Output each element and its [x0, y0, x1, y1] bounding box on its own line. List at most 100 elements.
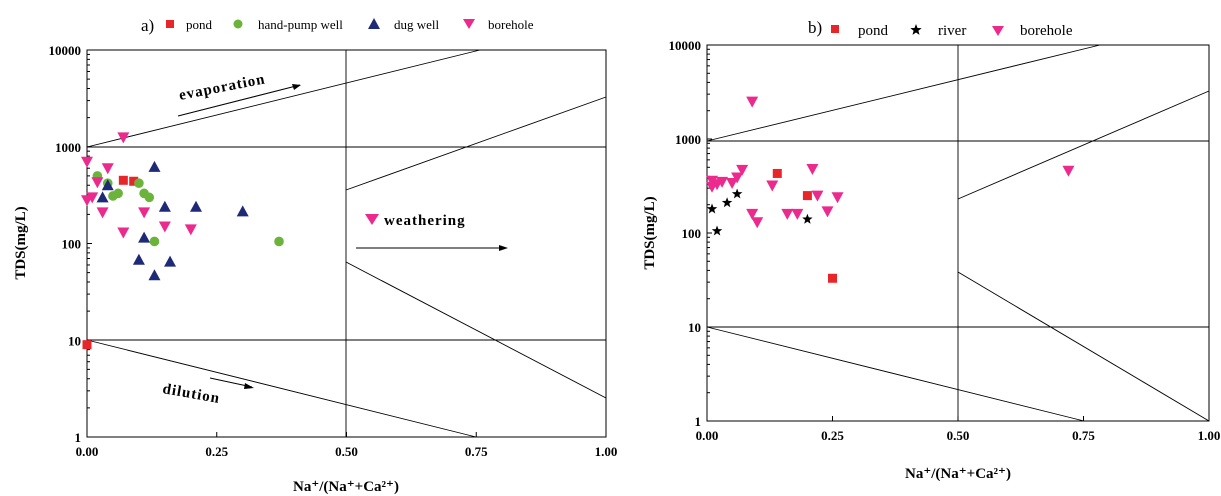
panel-b-borehole-point — [766, 180, 779, 192]
panel-a-x-tick-label: 1.00 — [595, 444, 618, 459]
panel-b-chart: 0.00 0.25 0.50 0.75 1.00 1 10 100 1000 10000 Na⁺… — [642, 18, 1220, 482]
panel-b-river-point — [706, 203, 718, 214]
panel-b-points — [706, 96, 1075, 283]
legend-b-river-label: river — [938, 23, 966, 39]
panel-a-x-axis: 0.00 0.25 0.50 0.75 1.00 — [76, 432, 618, 459]
annotation-evaporation: evaporation — [178, 71, 267, 103]
panel-b-borehole-point — [751, 217, 764, 229]
annotation-dilution: dilution — [161, 381, 221, 407]
panel-b-borehole-point — [716, 176, 729, 188]
panel-a-x-tick-label: 0.50 — [335, 444, 358, 459]
panel-b-borehole-point — [731, 172, 744, 184]
panel-b-borehole-point — [736, 164, 749, 176]
panel-a-y-tick-label: 1 — [75, 430, 82, 445]
panel-a-points — [81, 132, 284, 350]
panel-a-x-axis-label: Na⁺/(Na⁺+Ca²⁺) — [293, 479, 399, 495]
panel-b-y-tick-label: 10000 — [669, 38, 702, 53]
weathering-legend-marker — [365, 214, 379, 225]
panel-a-dug-well-point — [101, 179, 114, 191]
panel-a-y-tick-label: 100 — [62, 237, 82, 252]
panel-a-y-tick-label: 10 — [68, 333, 81, 348]
panel-b-borehole-point — [746, 96, 759, 108]
panel-b-x-tick-label: 0.25 — [821, 428, 844, 443]
panel-a-dug-well-point — [164, 255, 177, 267]
panel-b-y-tick-label: 1000 — [675, 132, 701, 147]
panel-a-borehole-point — [117, 132, 130, 144]
panel-a-dug-well-point — [148, 269, 161, 281]
panel-b-river-point — [721, 197, 733, 208]
panel-a-borehole-point — [91, 177, 104, 189]
panel-a-annotations: evaporation weathering dilution — [161, 71, 508, 407]
weathering-arrowhead — [499, 245, 508, 251]
panel-b-x-axis-label: Na⁺/(Na⁺+Ca²⁺) — [905, 466, 1011, 482]
panel-a-y-tick-label: 1000 — [55, 140, 81, 155]
legend-a-borehole-label: borehole — [488, 17, 534, 32]
panel-a-pond-point — [129, 176, 139, 186]
panel-b-borehole-point — [1062, 165, 1075, 177]
panel-a-tag: a) — [141, 16, 154, 35]
legend-b-borehole-marker — [992, 26, 1004, 36]
panel-b-pond-point — [828, 273, 837, 283]
legend-b-river-marker — [910, 24, 922, 35]
legend-b-pond-marker — [831, 25, 839, 33]
panel-b-river-point — [711, 225, 723, 236]
annotation-weathering: weathering — [384, 213, 466, 229]
panel-a-borehole-point — [184, 224, 197, 236]
panel-a-y-tick-label: 10000 — [49, 43, 82, 58]
panel-a-pond-point — [118, 175, 128, 185]
legend-a-hand-pump-well-marker — [233, 19, 243, 29]
panel-b-river-point — [802, 213, 813, 224]
panel-b-borehole-point — [706, 175, 719, 187]
panel-b-borehole-point — [781, 208, 794, 220]
panel-b-borehole-point — [791, 208, 804, 220]
panel-b-pond-point — [772, 168, 782, 178]
panel-b-legend: b) pond river borehole — [808, 18, 1073, 39]
panel-a-borehole-point — [138, 207, 151, 219]
panel-a-dug-well-point — [236, 205, 249, 217]
panel-b-boundary-lines — [706, 44, 1210, 422]
panel-b-river-point — [731, 188, 743, 199]
dilution-arrowhead — [244, 383, 254, 389]
panel-b-pond-point — [802, 191, 812, 201]
panel-a-borehole-point — [81, 156, 93, 168]
panel-a-y-axis: 1 10 100 1000 10000 — [49, 43, 92, 445]
panel-a-borehole-point — [86, 192, 99, 204]
panel-a-borehole-point — [117, 227, 130, 239]
panel-b-borehole-point — [726, 178, 739, 190]
panel-b-y-tick-label: 10 — [688, 320, 701, 335]
panel-a-pond-point — [82, 340, 92, 350]
panel-a-chart: evaporation weathering dilution 0.00 0.25… — [13, 16, 617, 495]
panel-a-x-tick-label: 0.25 — [205, 444, 228, 459]
legend-a-dug-well-marker — [368, 18, 380, 29]
panel-b-y-tick-label: 100 — [682, 226, 702, 241]
panel-a-legend: a) pond hand-pump well dug well borehole — [141, 16, 534, 35]
panel-b-tag: b) — [808, 18, 822, 37]
panel-b-borehole-point — [811, 190, 824, 202]
legend-a-pond-label: pond — [186, 17, 213, 32]
evaporation-arrow — [177, 84, 301, 117]
panel-a-y-axis-label: TDS(mg/L) — [13, 206, 29, 279]
panel-a-hand-pump-well-point — [149, 236, 160, 247]
panel-a-x-tick-label: 0.75 — [465, 444, 488, 459]
panel-a-hand-pump-well-point — [113, 188, 123, 199]
panel-a-hand-pump-well-point — [134, 178, 144, 189]
legend-b-pond-label: pond — [858, 23, 889, 39]
panel-b-y-tick-label: 1 — [695, 414, 702, 429]
panel-a-dug-well-point — [138, 231, 151, 243]
panel-b-x-tick-label: 0.50 — [947, 428, 970, 443]
panel-b-borehole-point — [831, 192, 844, 204]
panel-a-dug-well-point — [132, 253, 145, 265]
panel-b-x-axis: 0.00 0.25 0.50 0.75 1.00 — [696, 416, 1221, 443]
legend-a-dug-well-label: dug well — [394, 17, 440, 32]
panel-a-dug-well-point — [189, 200, 202, 212]
panel-b-y-axis: 1 10 100 1000 10000 — [669, 38, 712, 429]
panel-b-x-tick-label: 1.00 — [1198, 428, 1221, 443]
panel-a-dug-well-point — [96, 191, 109, 203]
legend-a-hand-pump-well-label: hand-pump well — [258, 17, 343, 32]
panel-b-borehole-point — [806, 163, 819, 175]
panel-b-x-tick-label: 0.75 — [1072, 428, 1095, 443]
panel-a-boundary-lines — [86, 49, 607, 438]
panel-b-y-axis-label: TDS(mg/L) — [642, 196, 658, 269]
panel-b-x-tick-label: 0.00 — [696, 428, 719, 443]
